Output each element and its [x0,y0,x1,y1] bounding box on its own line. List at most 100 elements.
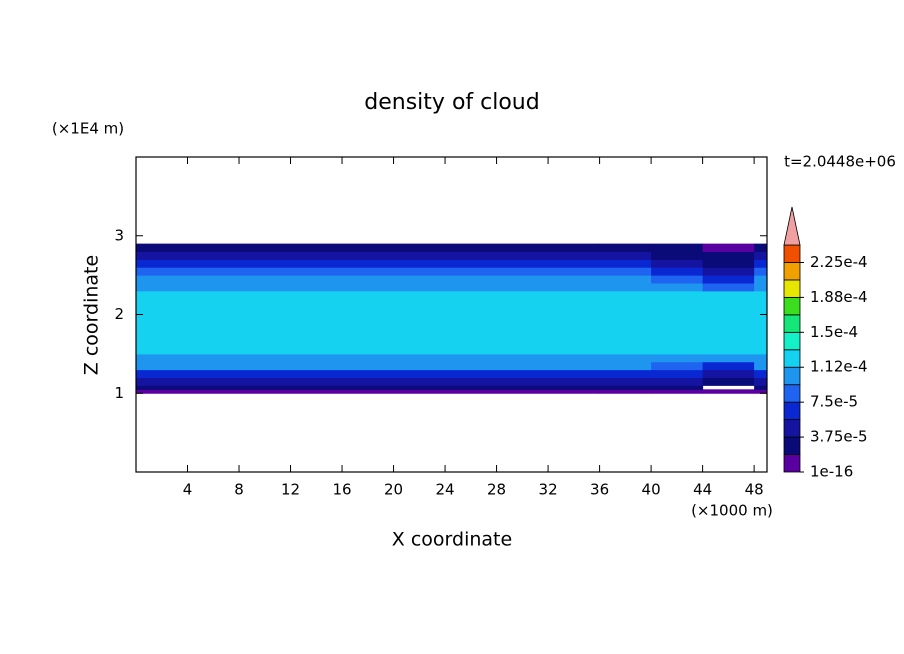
y-tick-label: 3 [114,226,124,244]
y-tick-label: 1 [114,384,124,402]
field-cell [599,267,652,276]
field-cell [136,259,601,268]
x-tick-label: 28 [487,481,506,499]
field-cell [754,353,768,363]
field-cell [754,385,768,390]
x-tick-label: 20 [384,481,403,499]
field-cell [599,389,652,394]
field-cell [599,275,652,284]
field-cell [651,369,704,378]
colorbar-tick-label: 1.88e-4 [810,288,868,306]
chart-title: density of cloud [364,90,539,115]
field-cell [599,377,652,386]
x-tick-label: 48 [745,481,764,499]
field-cell [599,283,652,292]
field-cell [702,251,755,260]
field-cell [651,243,704,252]
field-cell [754,389,768,394]
x-tick-label: 8 [234,481,244,499]
x-tick-label: 4 [183,481,193,499]
colorbar-tick-label: 1.12e-4 [810,358,868,376]
field-cell [136,283,601,292]
colorbar-segment [783,419,801,438]
colorbar-segment [783,262,801,281]
colorbar-tick-label: 2.25e-4 [810,253,868,271]
x-unit: (×1000 m) [691,502,773,520]
x-tick-label: 16 [332,481,351,499]
field-cell [599,290,652,355]
field-cell [599,353,652,363]
field-cell [702,353,755,363]
y-axis-label: Z coordinate [81,255,103,375]
field-cell [651,290,704,355]
x-tick-label: 24 [436,481,455,499]
x-tick-label: 32 [539,481,558,499]
field-cell [651,377,704,386]
field-cell [702,275,755,284]
time-label: t=2.0448e+06 [784,153,896,171]
field-cell [136,369,601,378]
field-cell [136,243,601,252]
field-cell [136,361,601,371]
field-cell [754,259,768,268]
field-cell [702,377,755,386]
field-cell [599,361,652,371]
colorbar-tick-label: 3.75e-5 [810,428,868,446]
field-cell [702,283,755,292]
colorbar-segment [783,314,801,333]
colorbar-segment [783,366,801,386]
field-cell [599,369,652,378]
x-tick-label: 44 [693,481,712,499]
field-cell [702,389,755,394]
colorbar-extend [783,206,801,246]
field-cell [136,251,601,260]
field-cell [136,389,601,394]
colorbar-tick-label: 1.5e-4 [810,323,858,341]
colorbar-segment [783,454,801,473]
field-cell [754,377,768,386]
field-cell [599,251,652,260]
x-tick-label: 12 [281,481,300,499]
y-tick-label: 2 [114,305,124,323]
colorbar-segment [783,331,801,351]
field-cell [754,267,768,276]
field-cell [754,361,768,371]
colorbar-segment [783,244,801,263]
x-tick-label: 40 [642,481,661,499]
field-cell [651,385,704,390]
colorbar-segment [783,401,801,421]
field-cell [599,259,652,268]
colorbar-tick-label: 1e-16 [810,463,853,481]
y-unit: (×1E4 m) [52,120,124,138]
x-axis-label: X coordinate [392,529,512,551]
field-cell [702,290,755,355]
field-cell [651,267,704,276]
field-cell [136,290,601,355]
field-cell [599,385,652,390]
x-tick-label: 36 [590,481,609,499]
field-cell [651,251,704,260]
field-cell [702,243,755,252]
field-cell [702,259,755,268]
field-cell [651,353,704,363]
colorbar-segment [783,436,801,455]
field-cell [599,243,652,252]
field-cell [651,361,704,371]
colorbar-segment [783,384,801,403]
field-cell [136,385,601,390]
field-cell [136,353,601,363]
field-cell [702,369,755,378]
field-cell [702,361,755,371]
field-cell [754,369,768,378]
field-cell [651,283,704,292]
field-cell [136,377,601,386]
field-cell [136,275,601,284]
colorbar-segment [783,349,801,368]
field-cell [702,267,755,276]
colorbar-tick-label: 7.5e-5 [810,393,858,411]
field-cell [754,290,768,355]
field-cell [754,275,768,284]
field-cell [651,275,704,284]
field-cell [136,267,601,276]
field-cell [651,389,704,394]
